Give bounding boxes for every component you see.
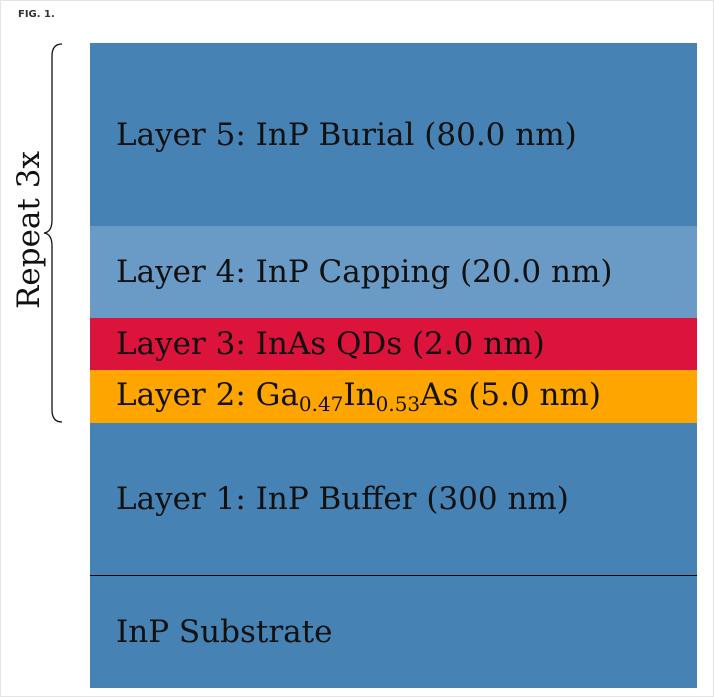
layer-1: Layer 1: InP Buffer (300 nm)	[90, 423, 697, 576]
layer-label: Layer 5: InP Burial (80.0 nm)	[116, 116, 577, 153]
subscript: 0.47	[298, 392, 344, 416]
layer-label: Layer 4: InP Capping (20.0 nm)	[116, 254, 613, 290]
label-part: As (5.0 nm)	[420, 377, 602, 413]
substrate: InP Substrate	[90, 576, 697, 688]
layer-label: Layer 1: InP Buffer (300 nm)	[116, 481, 569, 517]
label-part: In	[343, 377, 376, 413]
label-part: Layer 2: Ga	[116, 377, 299, 413]
figure-label: FIG. 1.	[18, 9, 55, 20]
repeat-label: Repeat 3x	[11, 151, 47, 309]
layer-3: Layer 3: InAs QDs (2.0 nm)	[90, 318, 697, 370]
layer-label: Layer 2: Ga0.47In0.53As (5.0 nm)	[116, 377, 601, 416]
brace	[43, 43, 63, 423]
subscript: 0.53	[375, 392, 421, 416]
layer-2: Layer 2: Ga0.47In0.53As (5.0 nm)	[90, 370, 697, 423]
layer-label: Layer 3: InAs QDs (2.0 nm)	[116, 326, 545, 362]
layer-label: InP Substrate	[116, 614, 333, 650]
layer-4: Layer 4: InP Capping (20.0 nm)	[90, 226, 697, 318]
layer-5: Layer 5: InP Burial (80.0 nm)	[90, 43, 697, 226]
